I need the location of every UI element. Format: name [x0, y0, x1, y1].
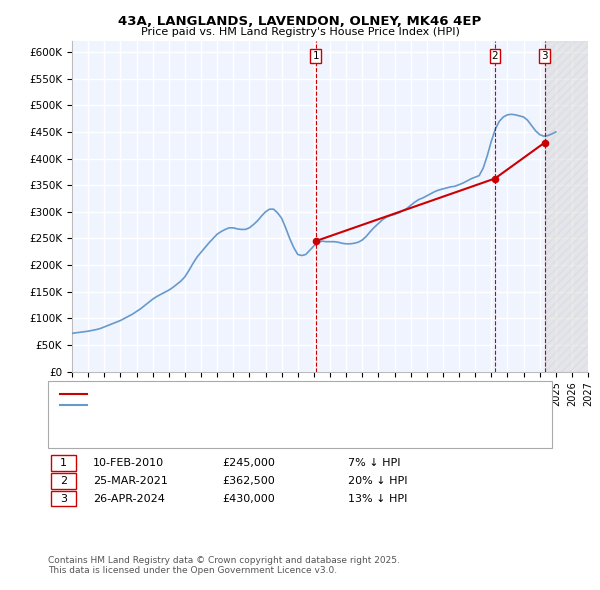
Text: £245,000: £245,000 — [222, 458, 275, 468]
Text: Price paid vs. HM Land Registry's House Price Index (HPI): Price paid vs. HM Land Registry's House … — [140, 27, 460, 37]
Text: 43A, LANGLANDS, LAVENDON, OLNEY, MK46 4EP: 43A, LANGLANDS, LAVENDON, OLNEY, MK46 4E… — [118, 15, 482, 28]
Text: 1: 1 — [60, 458, 67, 468]
Text: £362,500: £362,500 — [222, 476, 275, 486]
Text: 1: 1 — [313, 51, 319, 61]
Text: £430,000: £430,000 — [222, 494, 275, 503]
Text: HPI: Average price, detached house, Milton Keynes: HPI: Average price, detached house, Milt… — [90, 401, 355, 410]
Text: 2: 2 — [60, 476, 67, 486]
Point — [540, 138, 550, 148]
Point — [490, 174, 500, 183]
Text: 10-FEB-2010: 10-FEB-2010 — [93, 458, 164, 468]
Text: Contains HM Land Registry data © Crown copyright and database right 2025.
This d: Contains HM Land Registry data © Crown c… — [48, 556, 400, 575]
Point — [311, 237, 320, 246]
Text: 7% ↓ HPI: 7% ↓ HPI — [348, 458, 401, 468]
Text: 3: 3 — [541, 51, 548, 61]
Text: 25-MAR-2021: 25-MAR-2021 — [93, 476, 168, 486]
Text: 26-APR-2024: 26-APR-2024 — [93, 494, 165, 503]
Bar — [545, 41, 588, 372]
Text: 20% ↓ HPI: 20% ↓ HPI — [348, 476, 407, 486]
Text: 3: 3 — [60, 494, 67, 503]
Text: 13% ↓ HPI: 13% ↓ HPI — [348, 494, 407, 503]
Text: 2: 2 — [491, 51, 498, 61]
Text: 43A, LANGLANDS, LAVENDON, OLNEY, MK46 4EP (detached house): 43A, LANGLANDS, LAVENDON, OLNEY, MK46 4E… — [90, 389, 440, 398]
